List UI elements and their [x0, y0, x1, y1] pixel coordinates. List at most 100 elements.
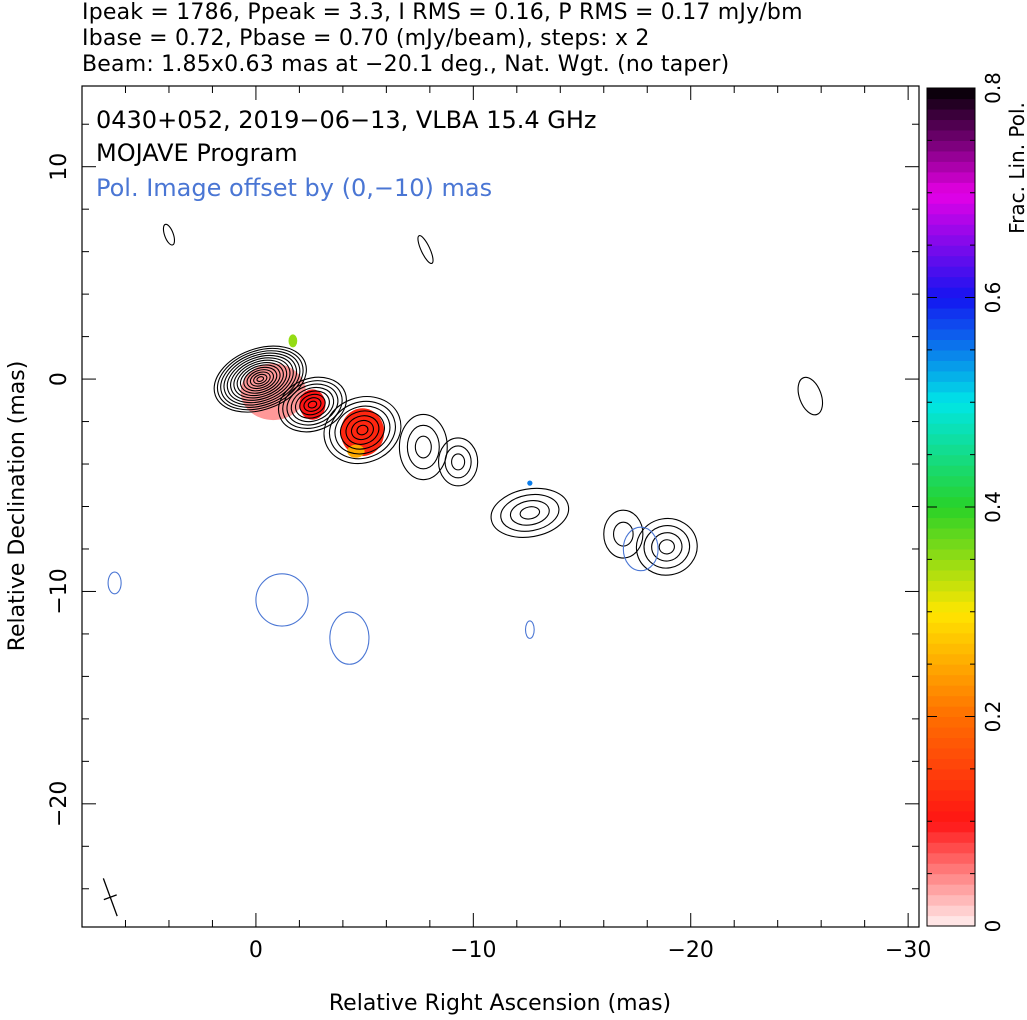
total-intensity-contour	[286, 383, 339, 426]
colorbar-swatch	[927, 402, 975, 414]
colorbar-swatch	[927, 507, 975, 519]
x-tick-label: −20	[668, 938, 714, 963]
total-intensity-contour	[216, 347, 304, 411]
colorbar-swatch	[927, 129, 975, 141]
colorbar-swatch	[927, 559, 975, 571]
x-tick-label: −10	[450, 938, 496, 963]
total-intensity-contour	[444, 445, 472, 479]
colorbar-tick-label: 0.2	[981, 701, 1005, 733]
total-intensity-contour	[236, 362, 284, 397]
frac-pol-region	[288, 334, 298, 348]
colorbar-swatch	[927, 905, 975, 917]
colorbar-swatch	[927, 486, 975, 498]
colorbar-tick-label: 0	[981, 920, 1005, 933]
colorbar-swatch	[927, 266, 975, 278]
colorbar-swatch	[927, 674, 975, 686]
total-intensity-contour	[213, 345, 307, 413]
colorbar-swatch	[927, 569, 975, 581]
colorbar-swatch	[927, 632, 975, 644]
total-intensity-contour	[323, 396, 402, 465]
colorbar-swatch	[927, 653, 975, 665]
total-intensity-contour	[451, 453, 466, 471]
colorbar-swatch	[927, 685, 975, 697]
colorbar-swatch	[927, 465, 975, 477]
colorbar-swatch	[927, 287, 975, 299]
colorbar-swatch	[927, 496, 975, 508]
colorbar-swatch	[927, 161, 975, 173]
colorbar-swatch	[927, 391, 975, 403]
frac-pol-region	[299, 389, 326, 420]
colorbar-swatch	[927, 548, 975, 560]
colorbar-swatch	[927, 108, 975, 121]
colorbar-swatch	[927, 737, 975, 749]
total-intensity-contour	[246, 369, 274, 390]
y-tick-label: −10	[47, 568, 72, 614]
header-line-1: Ipeak = 1786, Ppeak = 3.3, I RMS = 0.16,…	[82, 0, 803, 25]
total-intensity-contour	[334, 405, 391, 455]
colorbar-swatch	[927, 203, 975, 215]
total-intensity-contour	[414, 435, 432, 459]
x-tick-label: 0	[249, 938, 263, 963]
colorbar-swatch	[927, 370, 975, 382]
colorbar-swatch	[927, 831, 975, 843]
total-intensity-contour	[398, 413, 448, 481]
colorbar-swatch	[927, 98, 975, 110]
colorbar-swatch	[927, 915, 975, 927]
colorbar-swatch	[927, 747, 975, 759]
plot-header: Ipeak = 1786, Ppeak = 3.3, I RMS = 0.16,…	[82, 0, 1022, 78]
total-intensity-contour	[256, 376, 265, 382]
total-intensity-contour	[356, 424, 369, 436]
polarized-intensity-contour	[255, 573, 309, 627]
colorbar-swatch	[927, 412, 975, 424]
colorbar-title: Frac. Lin. Pol.	[1005, 102, 1027, 234]
colorbar-swatch	[927, 789, 975, 801]
header-line-2: Ibase = 0.72, Pbase = 0.70 (mJy/beam), s…	[82, 26, 650, 51]
total-intensity-contour	[635, 517, 698, 576]
total-intensity-contour	[290, 386, 335, 423]
colorbar-swatch	[927, 538, 975, 550]
colorbar-swatch	[927, 255, 975, 267]
total-intensity-contour	[603, 509, 644, 559]
total-intensity-contour	[651, 532, 683, 562]
frac-pol-layer	[240, 334, 533, 486]
colorbar-swatch	[927, 444, 975, 456]
colorbar-swatch	[927, 590, 975, 602]
total-intensity-contour	[490, 487, 570, 538]
colorbar-swatch	[927, 758, 975, 770]
colorbar-swatch	[927, 140, 975, 152]
polarized-intensity-contour	[622, 526, 659, 572]
total-intensity-contour	[417, 235, 434, 264]
colorbar: 0 0.2 0.4 0.6 0.8	[926, 72, 1005, 933]
annotation-program: MOJAVE Program	[96, 139, 298, 167]
colorbar-swatch	[927, 224, 975, 236]
colorbar-swatch	[927, 213, 975, 225]
colorbar-swatch	[927, 517, 975, 529]
total-intensity-contour	[220, 350, 301, 408]
colorbar-swatch	[927, 328, 975, 340]
plot-frame	[81, 85, 920, 928]
total-intensity-contour	[303, 397, 322, 412]
colorbar-swatch	[927, 88, 975, 100]
total-intensity-contour	[162, 223, 176, 246]
total-intensity-contour	[345, 415, 380, 445]
colorbar-swatch	[927, 297, 975, 309]
total-intensity-contour	[612, 521, 634, 547]
colorbar-tick-label: 0.6	[981, 282, 1005, 314]
total-intensity-contour	[406, 424, 440, 470]
colorbar-swatch	[927, 527, 975, 540]
y-tick-label: 10	[47, 153, 72, 181]
colorbar-swatch	[927, 852, 975, 864]
total-intensity-contour	[249, 371, 271, 387]
colorbar-swatch	[927, 454, 975, 466]
colorbar-swatch	[927, 150, 975, 162]
colorbar-swatch	[927, 339, 975, 351]
colorbar-swatch	[927, 318, 975, 330]
total-intensity-contour	[519, 506, 541, 520]
total-intensity-contour	[226, 354, 294, 404]
y-tick-label: −20	[47, 781, 72, 827]
y-axis-title: Relative Declination (mas)	[5, 361, 30, 652]
beam-minor-axis	[103, 894, 117, 901]
colorbar-swatch	[927, 622, 975, 634]
colorbar-swatch	[927, 276, 975, 288]
